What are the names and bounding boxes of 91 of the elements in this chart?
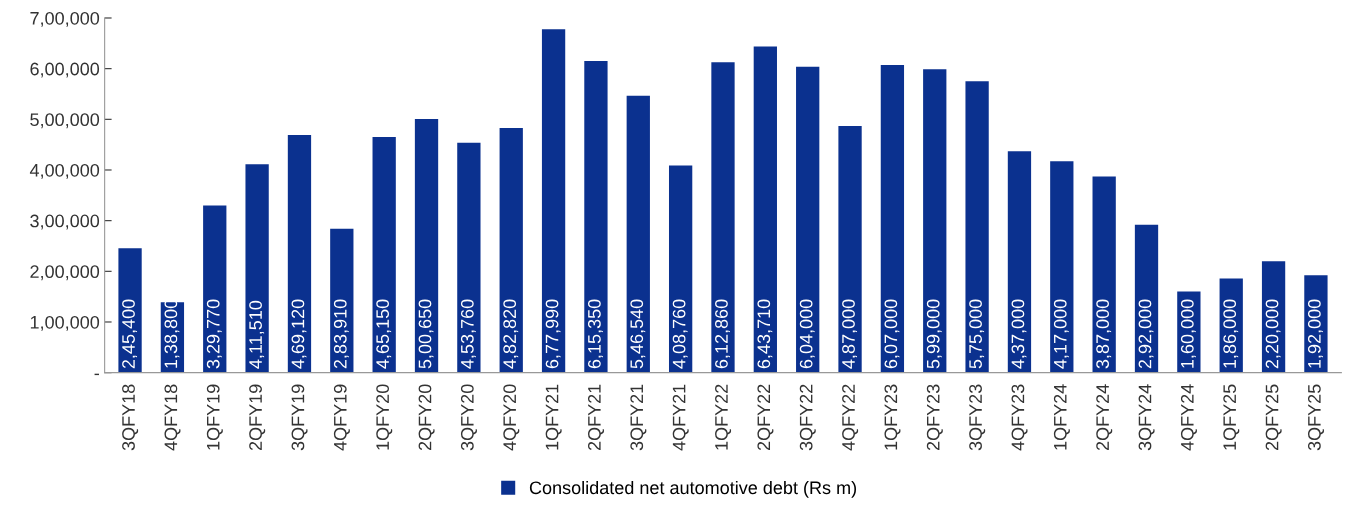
data-label: 6,07,000 — [884, 299, 900, 369]
data-label: 2,45,400 — [122, 299, 138, 369]
data-label: 1,60,000 — [1180, 299, 1196, 368]
data-label: 6,15,350 — [587, 299, 603, 369]
x-tick-label: 3QFY23 — [969, 384, 986, 451]
data-label: 6,77,990 — [545, 299, 561, 369]
data-label: 1,86,000 — [1223, 299, 1239, 368]
x-tick-label: 3QFY20 — [460, 384, 477, 451]
x-tick-label: 1QFY19 — [206, 384, 223, 450]
x-tick-label: 2QFY22 — [757, 384, 774, 451]
bar — [584, 60, 608, 373]
data-label: 6,12,860 — [715, 299, 730, 369]
x-tick-label: 1QFY21 — [545, 384, 562, 450]
x-tick-label: 3QFY18 — [122, 384, 139, 451]
x-tick-label: 1QFY20 — [376, 384, 393, 450]
bar — [711, 62, 735, 373]
bar — [753, 46, 777, 373]
data-label: 4,53,760 — [460, 299, 476, 369]
data-label: 4,87,000 — [842, 299, 858, 369]
bar — [499, 128, 523, 373]
data-label: 6,04,000 — [799, 299, 815, 369]
x-tick-label: 4QFY22 — [842, 384, 859, 451]
bar — [838, 125, 862, 373]
bar — [796, 66, 820, 373]
data-label: 5,46,540 — [630, 299, 646, 369]
data-label: 4,17,000 — [1053, 299, 1069, 369]
bar — [287, 134, 312, 373]
x-tick-label: 4QFY23 — [1011, 384, 1028, 451]
x-tick-label: 1QFY22 — [715, 384, 732, 450]
y-tick-label: 3,00,000 — [30, 214, 100, 230]
x-tick-label: 2QFY25 — [1265, 384, 1282, 451]
data-label: 4,82,820 — [503, 299, 519, 369]
bar — [923, 69, 947, 373]
data-label: 4,69,120 — [291, 299, 307, 369]
x-tick-label: 1QFY23 — [884, 384, 901, 450]
x-tick-label: 3QFY19 — [291, 384, 308, 451]
x-tick-label: 3QFY25 — [1307, 384, 1324, 451]
x-tick-label: 2QFY21 — [587, 384, 605, 451]
data-label: 4,08,760 — [672, 299, 688, 369]
bar — [1092, 176, 1116, 373]
x-tick-label: 3QFY22 — [799, 384, 816, 451]
x-tick-label: 4QFY21 — [672, 384, 689, 451]
data-label: 1,92,000 — [1307, 299, 1323, 368]
bar — [414, 118, 439, 373]
data-label: 2,92,000 — [1138, 299, 1154, 369]
bar — [118, 248, 142, 373]
x-tick-label: 4QFY18 — [164, 384, 181, 451]
bar — [1007, 151, 1032, 373]
data-label: 2,83,910 — [333, 299, 349, 369]
x-tick-label: 2QFY20 — [418, 384, 435, 451]
bar — [880, 65, 905, 373]
legend-label: Consolidated net automotive debt (Rs m) — [529, 480, 857, 498]
x-tick-label: 2QFY23 — [926, 384, 943, 451]
bar — [626, 95, 650, 373]
x-tick-label: 1QFY25 — [1223, 384, 1240, 450]
y-tick-label: 4,00,000 — [29, 163, 100, 179]
bar — [965, 81, 989, 373]
data-label: 4,65,150 — [376, 299, 392, 369]
data-label: 4,37,000 — [1011, 299, 1027, 369]
data-label: 6,43,710 — [757, 299, 773, 369]
data-label: 5,99,000 — [926, 299, 942, 369]
bar — [1304, 275, 1328, 373]
y-tick-label: 6,00,000 — [30, 62, 100, 78]
data-label: 3,29,770 — [206, 299, 222, 369]
bar — [1134, 224, 1159, 373]
data-label: 2,20,000 — [1265, 299, 1281, 369]
y-tick-label: 2,00,000 — [30, 265, 100, 281]
bar — [541, 29, 566, 373]
bar — [1050, 161, 1074, 373]
y-tick-label: 7,00,000 — [30, 11, 100, 27]
bar — [372, 136, 396, 373]
bar — [668, 165, 693, 373]
data-label: 4,11,510 — [249, 300, 265, 369]
y-tick-label: 1,00,000 — [30, 315, 100, 331]
x-tick-label: 4QFY20 — [503, 384, 520, 451]
bar — [203, 205, 227, 373]
bar — [330, 228, 354, 373]
y-tick-label: 5,00,000 — [30, 113, 100, 129]
x-tick-label: 3QFY24 — [1138, 384, 1155, 451]
data-label: 5,00,650 — [418, 299, 434, 369]
data-label: 5,75,000 — [969, 299, 985, 369]
y-tick-label: - — [94, 373, 99, 376]
data-label: 3,87,000 — [1096, 299, 1112, 369]
x-tick-label: 2QFY19 — [249, 384, 266, 451]
x-tick-label: 1QFY24 — [1053, 384, 1070, 450]
bar — [457, 142, 481, 373]
x-tick-label: 2QFY24 — [1096, 384, 1113, 451]
x-tick-label: 3QFY21 — [630, 384, 647, 451]
bar — [245, 164, 269, 373]
x-tick-label: 4QFY19 — [333, 384, 350, 451]
x-tick-label: 4QFY24 — [1180, 384, 1197, 451]
